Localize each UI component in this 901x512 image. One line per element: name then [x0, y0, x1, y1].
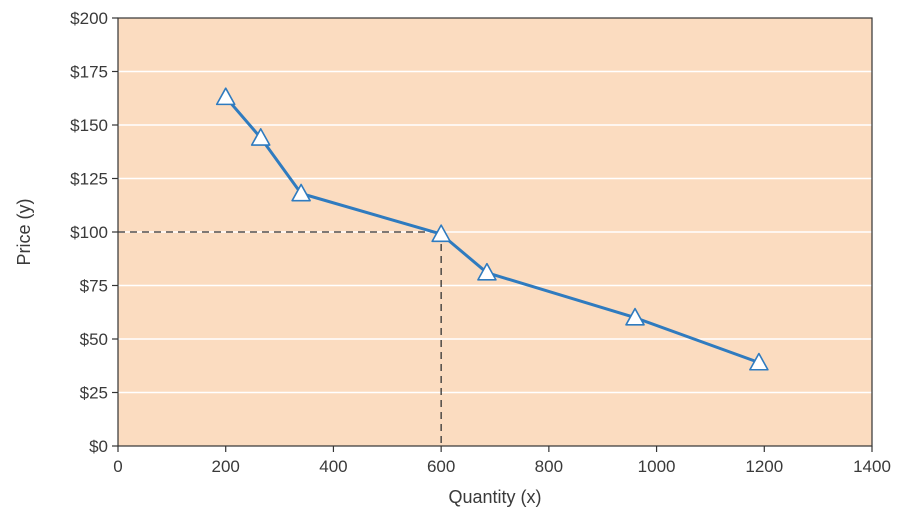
x-axis-title: Quantity (x) [448, 487, 541, 507]
y-tick-label-5: $125 [70, 170, 108, 189]
x-tick-label-6: 1200 [745, 457, 783, 476]
data-point-2 [291, 183, 311, 202]
x-tick-label-5: 1000 [638, 457, 676, 476]
x-tick-label-1: 200 [212, 457, 240, 476]
y-tick-label-7: $175 [70, 63, 108, 82]
x-tick-label-3: 600 [427, 457, 455, 476]
x-tick-label-2: 400 [319, 457, 347, 476]
data-point-1 [250, 128, 271, 146]
y-tick-label-8: $200 [70, 9, 108, 28]
x-tick-label-4: 800 [535, 457, 563, 476]
y-axis-ticks: $0 $25 $50 $75 $100 $125 $150 $175 $200 [70, 9, 118, 456]
data-point-3 [431, 224, 451, 243]
x-tick-label-7: 1400 [853, 457, 891, 476]
y-tick-label-6: $150 [70, 116, 108, 135]
y-tick-label-0: $0 [89, 437, 108, 456]
data-markers [215, 87, 769, 371]
y-tick-label-3: $75 [80, 277, 108, 296]
data-point-6 [749, 352, 769, 371]
reference-lines [118, 231, 442, 446]
y-tick-label-1: $25 [80, 384, 108, 403]
x-tick-label-0: 0 [113, 457, 122, 476]
data-point-4 [477, 262, 497, 281]
data-point-5 [625, 307, 645, 326]
y-axis-title: Price (y) [14, 199, 34, 266]
data-point-0 [215, 87, 236, 106]
x-axis-ticks: 0 200 400 600 800 1000 1200 1400 [113, 446, 891, 476]
y-tick-label-2: $50 [80, 330, 108, 349]
y-tick-label-4: $100 [70, 223, 108, 242]
